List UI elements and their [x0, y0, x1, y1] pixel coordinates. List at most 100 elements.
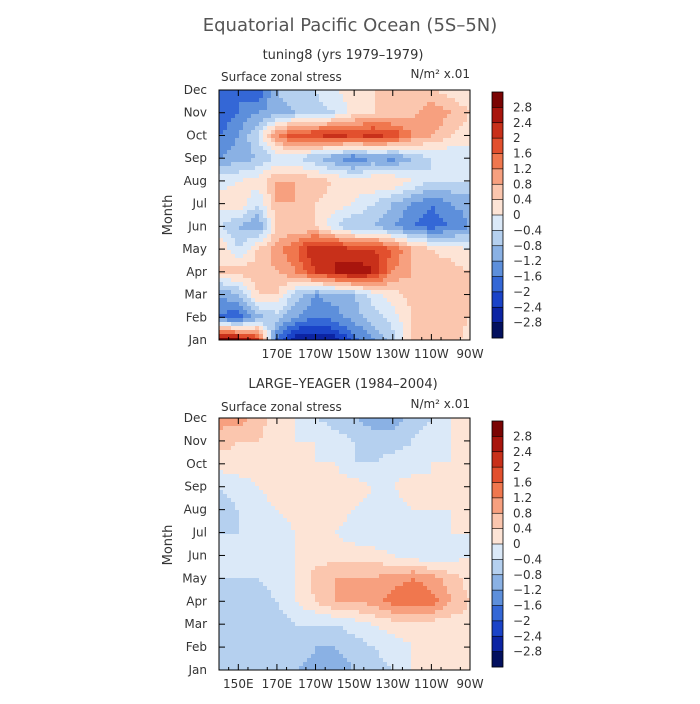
heatmap-cell [339, 290, 343, 294]
heatmap-cell [415, 226, 419, 230]
heatmap-cell [283, 90, 287, 94]
heatmap-cell [399, 206, 403, 210]
heatmap-cell [431, 206, 435, 210]
heatmap-cell [287, 186, 291, 190]
heatmap-cell [227, 278, 231, 282]
heatmap-cell [327, 178, 331, 182]
heatmap-cell [299, 458, 303, 462]
heatmap-cell [295, 454, 299, 458]
heatmap-cell [463, 238, 467, 242]
heatmap-cell [347, 206, 351, 210]
heatmap-cell [363, 174, 367, 178]
heatmap-cell [315, 430, 319, 434]
heatmap-cell [427, 330, 431, 334]
heatmap-cell [403, 422, 407, 426]
heatmap-cell [323, 270, 327, 274]
heatmap-cell [395, 262, 399, 266]
heatmap-cell [263, 214, 267, 218]
heatmap-cell [351, 170, 355, 174]
heatmap-cell [219, 162, 223, 166]
heatmap-cell [279, 162, 283, 166]
heatmap-cell [419, 186, 423, 190]
heatmap-cell [387, 182, 391, 186]
heatmap-cell [323, 438, 327, 442]
heatmap-cell [223, 130, 227, 134]
heatmap-cell [443, 114, 447, 118]
heatmap-cell [239, 222, 243, 226]
heatmap-cell [287, 422, 291, 426]
heatmap-cell [227, 90, 231, 94]
heatmap-cell [403, 298, 407, 302]
heatmap-cell [391, 446, 395, 450]
heatmap-cell [447, 182, 451, 186]
heatmap-cell [359, 126, 363, 130]
heatmap-cell [259, 146, 263, 150]
heatmap-cell [379, 282, 383, 286]
heatmap-cell [415, 126, 419, 130]
heatmap-cell [431, 290, 435, 294]
heatmap-cell [303, 258, 307, 262]
heatmap-cell [403, 286, 407, 290]
heatmap-cell [455, 282, 459, 286]
heatmap-cell [227, 282, 231, 286]
heatmap-cell [455, 458, 459, 462]
heatmap-cell [423, 158, 427, 162]
heatmap-cell [379, 318, 383, 322]
heatmap-cell [383, 442, 387, 446]
heatmap-cell [415, 222, 419, 226]
heatmap-cell [455, 462, 459, 466]
heatmap-cell [231, 458, 235, 462]
heatmap-cell [399, 314, 403, 318]
heatmap-cell [259, 114, 263, 118]
heatmap-cell [455, 154, 459, 158]
heatmap-cell [343, 238, 347, 242]
heatmap-cell [327, 186, 331, 190]
heatmap-cell [435, 426, 439, 430]
heatmap-cell [323, 170, 327, 174]
heatmap-cell [359, 286, 363, 290]
heatmap-cell [327, 210, 331, 214]
heatmap-cell [383, 238, 387, 242]
heatmap-cell [255, 310, 259, 314]
heatmap-cell [451, 274, 455, 278]
heatmap-cell [311, 466, 315, 470]
heatmap-cell [303, 94, 307, 98]
heatmap-cell [255, 134, 259, 138]
heatmap-cell [327, 326, 331, 330]
heatmap-cell [331, 202, 335, 206]
heatmap-cell [311, 270, 315, 274]
heatmap-cell [287, 418, 291, 422]
heatmap-cell [247, 422, 251, 426]
heatmap-cell [315, 106, 319, 110]
heatmap-cell [267, 446, 271, 450]
heatmap-cell [295, 250, 299, 254]
heatmap-cell [271, 450, 275, 454]
heatmap-cell [247, 242, 251, 246]
heatmap-cell [359, 174, 363, 178]
heatmap-cell [331, 438, 335, 442]
heatmap-cell [395, 250, 399, 254]
heatmap-cell [339, 138, 343, 142]
heatmap-cell [395, 454, 399, 458]
heatmap-cell [247, 122, 251, 126]
heatmap-cell [315, 434, 319, 438]
heatmap-cell [299, 194, 303, 198]
heatmap-cell [307, 334, 311, 338]
heatmap-cell [343, 98, 347, 102]
heatmap-cell [335, 134, 339, 138]
heatmap-cell [355, 430, 359, 434]
heatmap-cell [335, 294, 339, 298]
heatmap-cell [411, 190, 415, 194]
heatmap-cell [267, 194, 271, 198]
heatmap-cell [323, 182, 327, 186]
heatmap-cell [223, 286, 227, 290]
heatmap-cell [239, 454, 243, 458]
heatmap-cell [283, 218, 287, 222]
heatmap-cell [327, 274, 331, 278]
heatmap-cell [331, 210, 335, 214]
heatmap-cell [419, 94, 423, 98]
heatmap-cell [347, 210, 351, 214]
heatmap-cell [423, 102, 427, 106]
heatmap-cell [395, 182, 399, 186]
heatmap-cell [351, 286, 355, 290]
